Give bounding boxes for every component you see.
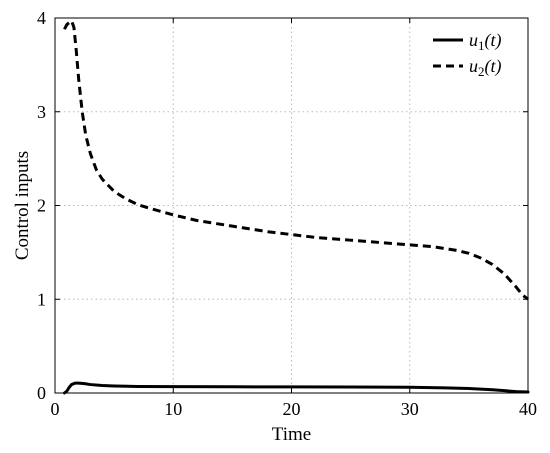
y-tick-label: 3 <box>37 102 46 122</box>
series-layer <box>62 19 530 395</box>
y-tick-label: 1 <box>37 289 46 309</box>
legend-label-base: u <box>469 30 478 50</box>
y-tick-label: 4 <box>37 8 46 28</box>
axis-ticks: 0 10 20 30 40 0 1 2 3 4 <box>37 8 537 419</box>
x-tick-label: 20 <box>283 399 301 419</box>
legend-label-argument: (t) <box>485 56 502 77</box>
x-tick-label: 30 <box>401 399 419 419</box>
legend: u1(t)u2(t) <box>433 30 502 79</box>
y-axis-title: Control inputs <box>12 151 33 260</box>
series-line-1 <box>62 381 530 395</box>
legend-label-base: u <box>469 56 478 76</box>
legend-label-1: u1(t) <box>469 30 502 53</box>
x-axis-title: Time <box>272 424 311 445</box>
legend-label-subscript: 2 <box>478 64 485 79</box>
grid <box>55 18 528 393</box>
x-tick-label: 40 <box>519 399 537 419</box>
plot-frame <box>54 17 529 394</box>
legend-label-2: u2(t) <box>469 56 502 79</box>
x-tick-label: 0 <box>51 399 60 419</box>
x-tick-label: 10 <box>164 399 182 419</box>
legend-label-argument: (t) <box>485 30 502 51</box>
legend-label-subscript: 1 <box>478 38 485 53</box>
y-tick-label: 0 <box>37 383 46 403</box>
y-tick-label: 2 <box>37 196 46 216</box>
series-line-2 <box>63 19 529 301</box>
